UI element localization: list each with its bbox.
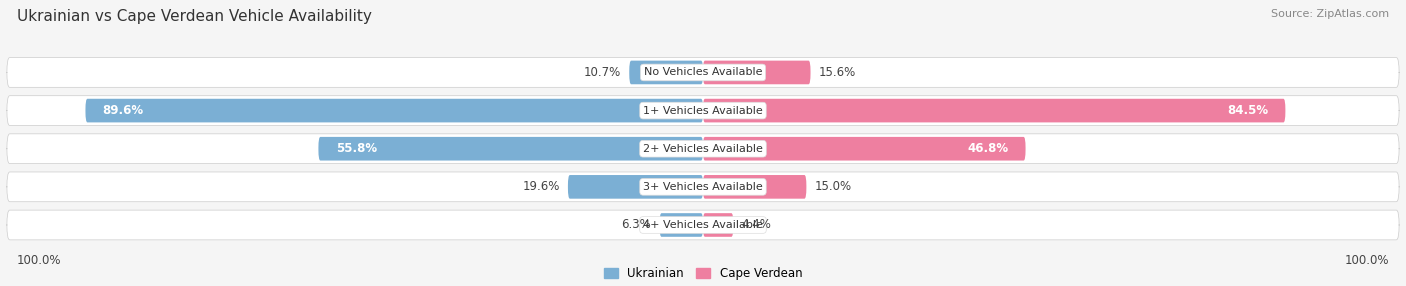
- FancyBboxPatch shape: [86, 99, 703, 122]
- FancyBboxPatch shape: [7, 172, 1399, 202]
- Text: 46.8%: 46.8%: [967, 142, 1008, 155]
- Legend: Ukrainian, Cape Verdean: Ukrainian, Cape Verdean: [603, 267, 803, 280]
- FancyBboxPatch shape: [7, 134, 1399, 164]
- Text: 15.0%: 15.0%: [814, 180, 852, 193]
- Text: 4+ Vehicles Available: 4+ Vehicles Available: [643, 220, 763, 230]
- Text: 1+ Vehicles Available: 1+ Vehicles Available: [643, 106, 763, 116]
- FancyBboxPatch shape: [703, 99, 1285, 122]
- FancyBboxPatch shape: [703, 175, 807, 199]
- FancyBboxPatch shape: [703, 137, 1025, 160]
- Text: 6.3%: 6.3%: [621, 219, 651, 231]
- Text: No Vehicles Available: No Vehicles Available: [644, 67, 762, 78]
- FancyBboxPatch shape: [318, 137, 703, 160]
- FancyBboxPatch shape: [7, 210, 1399, 240]
- FancyBboxPatch shape: [568, 175, 703, 199]
- FancyBboxPatch shape: [7, 96, 1399, 126]
- Text: 89.6%: 89.6%: [103, 104, 143, 117]
- Text: 15.6%: 15.6%: [818, 66, 856, 79]
- Text: 55.8%: 55.8%: [336, 142, 377, 155]
- FancyBboxPatch shape: [703, 61, 810, 84]
- FancyBboxPatch shape: [659, 213, 703, 237]
- FancyBboxPatch shape: [703, 213, 734, 237]
- Text: 84.5%: 84.5%: [1227, 104, 1268, 117]
- FancyBboxPatch shape: [7, 57, 1399, 87]
- Text: 100.0%: 100.0%: [1344, 254, 1389, 267]
- Text: 19.6%: 19.6%: [522, 180, 560, 193]
- Text: 10.7%: 10.7%: [583, 66, 621, 79]
- Text: 3+ Vehicles Available: 3+ Vehicles Available: [643, 182, 763, 192]
- FancyBboxPatch shape: [630, 61, 703, 84]
- Text: Ukrainian vs Cape Verdean Vehicle Availability: Ukrainian vs Cape Verdean Vehicle Availa…: [17, 9, 371, 23]
- Text: 4.4%: 4.4%: [741, 219, 772, 231]
- Text: Source: ZipAtlas.com: Source: ZipAtlas.com: [1271, 9, 1389, 19]
- Text: 2+ Vehicles Available: 2+ Vehicles Available: [643, 144, 763, 154]
- Text: 100.0%: 100.0%: [17, 254, 62, 267]
